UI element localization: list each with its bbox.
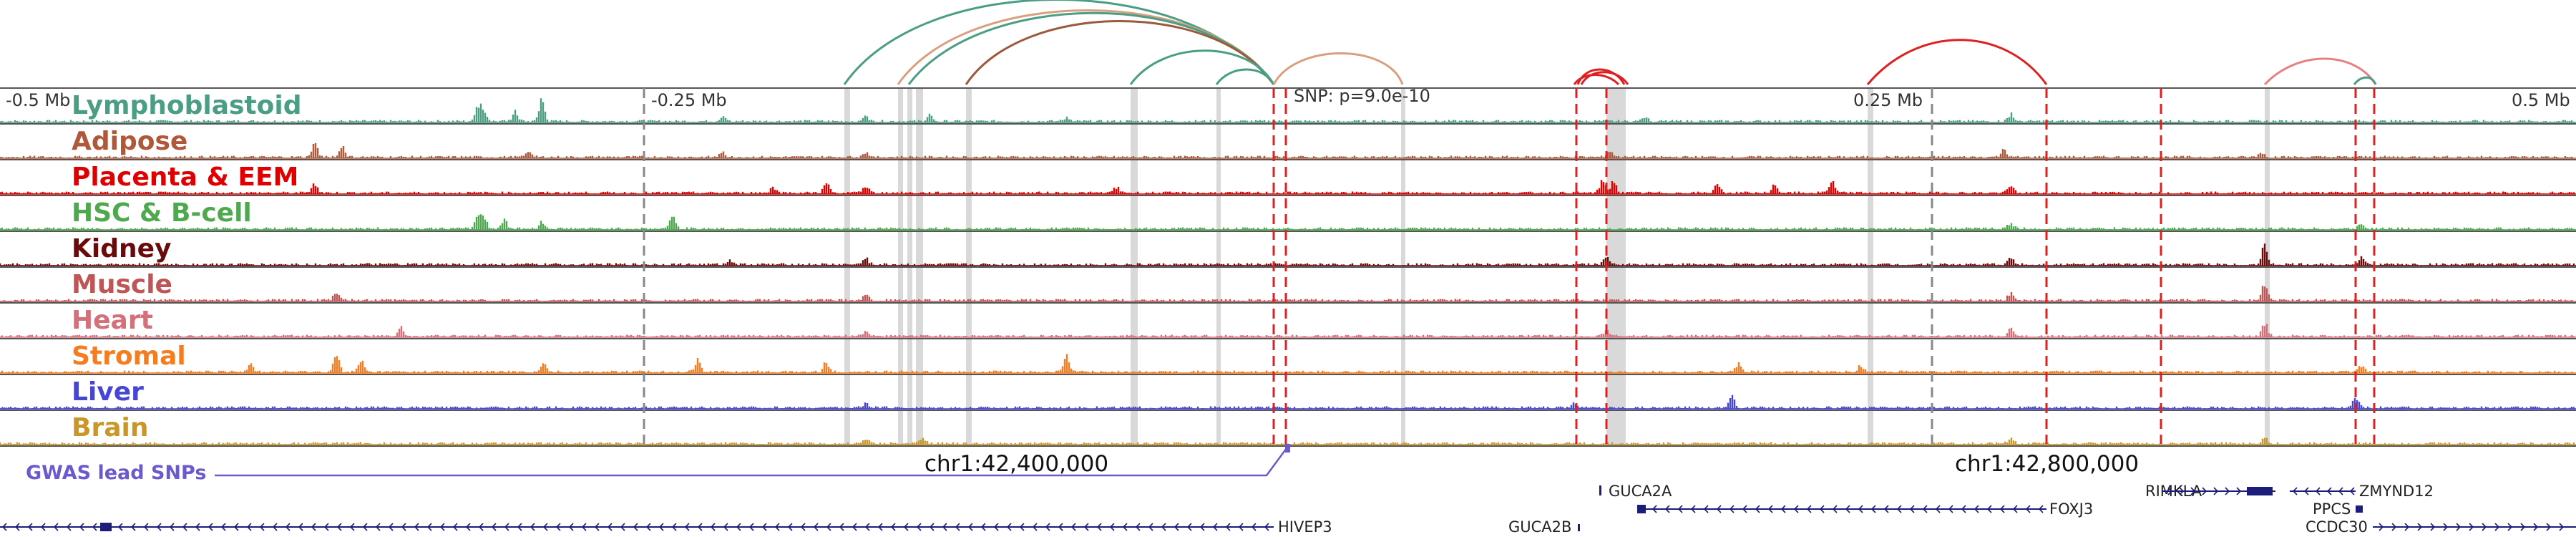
gene-zmynd12-label: ZMYND12 <box>2359 483 2434 500</box>
track-label: HSC & B-cell <box>72 198 252 228</box>
snp-marker-lines <box>1272 88 2376 444</box>
track-label: Stromal <box>72 342 186 371</box>
gene-foxj3[interactable]: FOXJ3 <box>1637 500 2093 518</box>
gene-guca2b[interactable]: GUCA2B <box>1508 518 1580 536</box>
gene-ppcs-exon <box>2356 505 2363 513</box>
axis-ticks <box>643 88 1933 444</box>
gene-foxj3-exon <box>1637 505 1646 513</box>
track-row: Lymphoblastoid <box>0 87 2576 123</box>
track-label: Muscle <box>72 270 172 299</box>
gene-guca2b-exon <box>1578 524 1580 531</box>
gene-ccdc30-label: CCDC30 <box>2306 518 2368 536</box>
track-row: Heart <box>0 302 2576 338</box>
strand-chevrons <box>1652 505 2044 513</box>
arc-placenta-5 <box>2263 57 2377 86</box>
coord-right: chr1:42,800,000 <box>1955 451 2139 477</box>
gene-ppcs-label: PPCS <box>2313 500 2351 518</box>
arc-lymphoblastoid-2 <box>907 11 1275 85</box>
chromatin-tracks: Lymphoblastoid Adipose Placenta & EEM HSC &… <box>0 87 2576 447</box>
arc-adipose-1 <box>897 9 1275 85</box>
gene-hivep3-label: HIVEP3 <box>1278 518 1332 536</box>
strand-chevrons <box>2167 487 2242 495</box>
arc-placenta-3 <box>1573 74 1620 86</box>
axis-label-left: -0.5 Mb <box>6 90 70 110</box>
arc-placenta-2 <box>1580 71 1629 85</box>
track-row: Brain <box>0 410 2576 445</box>
gene-ccdc30[interactable]: CCDC30 <box>2306 518 2576 536</box>
track-label: Liver <box>72 377 144 407</box>
arc-adipose-3 <box>1272 52 1404 85</box>
arc-lymphoblastoid-4 <box>1215 68 1275 85</box>
interaction-arcs <box>843 0 2377 86</box>
gene-guca2a[interactable]: GUCA2A <box>1599 483 1672 500</box>
gene-guca2a-label: GUCA2A <box>1609 483 1672 500</box>
gene-rimkla[interactable]: RIMKLA <box>2145 483 2275 500</box>
gene-rimkla-exon <box>2247 487 2273 495</box>
track-row: Muscle <box>0 266 2576 302</box>
track-label: Kidney <box>72 234 172 263</box>
gwas-snp-marker[interactable] <box>1285 444 1290 453</box>
track-row: HSC & B-cell <box>0 195 2576 231</box>
gene-guca2b-label: GUCA2B <box>1508 518 1571 536</box>
track-row: Stromal <box>0 338 2576 374</box>
strand-chevrons <box>2292 487 2355 495</box>
gene-ppcs[interactable]: PPCS <box>2313 500 2363 518</box>
arc-adipose-2 <box>965 20 1275 85</box>
track-label: Heart <box>72 306 153 335</box>
track-row: Adipose <box>0 123 2576 159</box>
strand-chevrons <box>2379 523 2565 531</box>
axis-label-left-mid: -0.25 Mb <box>651 90 727 110</box>
axis-label-right: 0.5 Mb <box>2512 90 2570 110</box>
gene-guca2a-exon <box>1599 485 1601 495</box>
track-label: Brain <box>72 413 148 442</box>
track-label: Adipose <box>72 127 187 156</box>
track-row: Liver <box>0 374 2576 410</box>
axis-label-right-mid: 0.25 Mb <box>1853 90 1923 110</box>
arc-placenta-4 <box>1866 39 2048 85</box>
track-row: Kidney <box>0 231 2576 266</box>
coord-left: chr1:42,400,000 <box>924 451 1108 477</box>
track-label: Lymphoblastoid <box>72 91 302 120</box>
gwas-connector <box>215 448 1288 477</box>
track-label: Placenta & EEM <box>72 163 298 192</box>
strand-chevrons <box>1 523 1269 531</box>
gene-zmynd12[interactable]: ZMYND12 <box>2290 483 2434 500</box>
track-row: Placenta & EEM <box>0 159 2576 195</box>
arc-lymphoblastoid-5 <box>2353 76 2377 85</box>
gene-hivep3[interactable]: HIVEP3 <box>0 518 1332 536</box>
gwas-lead-snps-label: GWAS lead SNPs <box>26 462 206 484</box>
gwas-row: GWAS lead SNPs chr1:42,400,000 chr1:42,8… <box>26 444 2139 484</box>
axis-label-snp: SNP: p=9.0e-10 <box>1294 86 1430 106</box>
gene-foxj3-label: FOXJ3 <box>2049 500 2093 518</box>
gene-annotations: GUCA2A FOXJ3 HIVEP3 GUCA2B RIMKLA ZMYND1… <box>0 483 2576 536</box>
arc-lymphoblastoid-3 <box>1129 49 1275 85</box>
